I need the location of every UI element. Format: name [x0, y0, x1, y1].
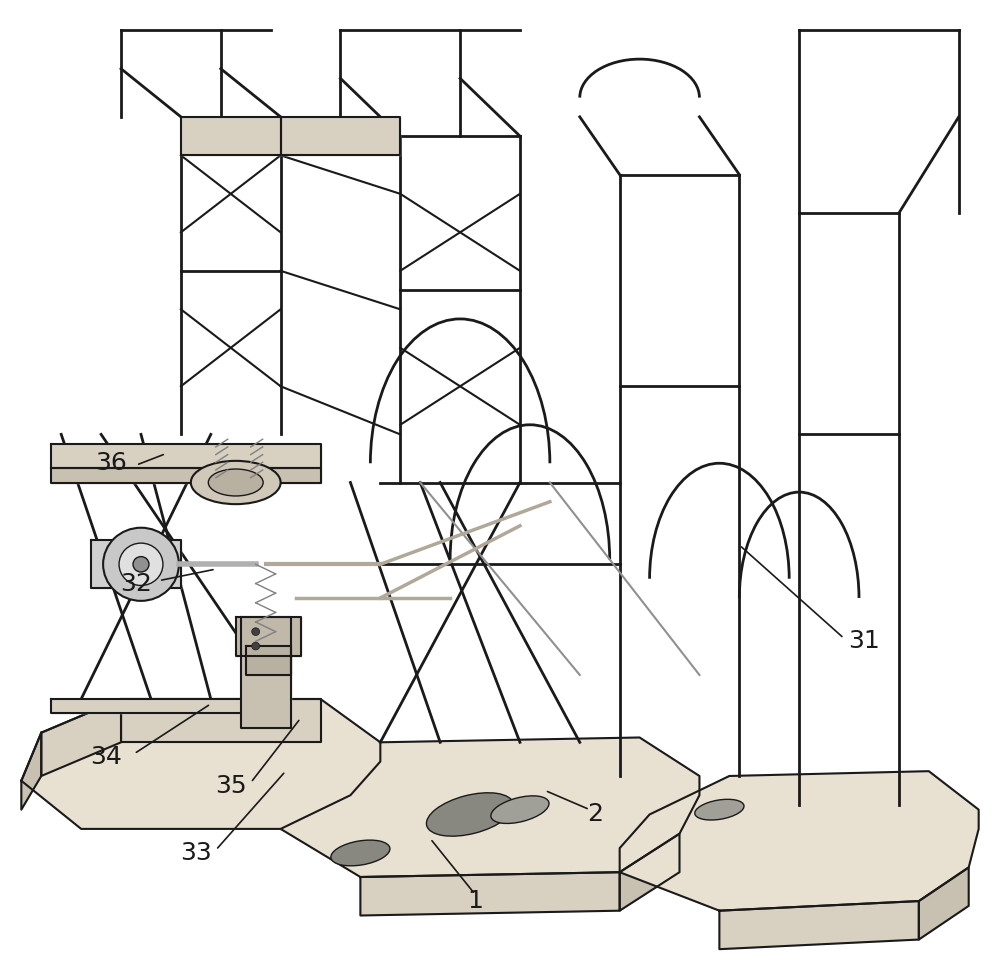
Text: 36: 36 — [95, 452, 127, 475]
Polygon shape — [51, 444, 320, 468]
Text: 34: 34 — [90, 745, 122, 769]
Polygon shape — [51, 468, 320, 482]
Text: 32: 32 — [120, 571, 152, 595]
Polygon shape — [236, 618, 301, 655]
Polygon shape — [246, 647, 291, 675]
Polygon shape — [21, 732, 41, 810]
Polygon shape — [719, 901, 919, 950]
Polygon shape — [281, 737, 699, 877]
Polygon shape — [241, 618, 291, 728]
Circle shape — [133, 557, 149, 572]
Ellipse shape — [191, 461, 281, 504]
Polygon shape — [21, 699, 380, 829]
Ellipse shape — [426, 793, 514, 836]
Text: 35: 35 — [215, 774, 247, 798]
Polygon shape — [41, 699, 121, 776]
Polygon shape — [51, 699, 281, 713]
Circle shape — [252, 643, 260, 649]
Polygon shape — [281, 117, 400, 155]
Ellipse shape — [695, 799, 744, 820]
Text: 31: 31 — [848, 629, 880, 653]
Text: 2: 2 — [587, 803, 603, 826]
Text: 33: 33 — [180, 841, 212, 865]
Ellipse shape — [331, 841, 390, 866]
Polygon shape — [919, 868, 969, 940]
Ellipse shape — [208, 469, 263, 496]
Polygon shape — [620, 834, 680, 911]
Polygon shape — [360, 872, 620, 916]
Text: 1: 1 — [467, 889, 483, 913]
Polygon shape — [121, 699, 320, 742]
Polygon shape — [91, 540, 181, 589]
Circle shape — [252, 628, 260, 636]
Polygon shape — [620, 771, 979, 911]
Circle shape — [103, 528, 179, 601]
Polygon shape — [181, 117, 281, 155]
Ellipse shape — [491, 796, 549, 823]
Circle shape — [119, 543, 163, 586]
